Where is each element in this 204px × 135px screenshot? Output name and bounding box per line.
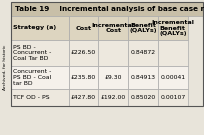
Bar — [98, 16, 128, 40]
Bar — [69, 89, 98, 106]
Bar — [98, 40, 128, 66]
Bar — [11, 16, 69, 40]
Text: Archived, for historic: Archived, for historic — [3, 44, 7, 90]
Text: TCF OD - PS: TCF OD - PS — [13, 95, 50, 100]
Bar — [69, 66, 98, 89]
Bar — [11, 89, 69, 106]
Text: 0.84913: 0.84913 — [130, 75, 156, 80]
Bar — [128, 40, 158, 66]
Text: £427.80: £427.80 — [71, 95, 96, 100]
Text: 0.00041: 0.00041 — [160, 75, 185, 80]
Bar — [11, 66, 69, 89]
Bar — [158, 40, 188, 66]
Text: 0.84872: 0.84872 — [130, 50, 156, 55]
Text: Incremental
Cost: Incremental Cost — [92, 23, 135, 33]
Text: £235.80: £235.80 — [71, 75, 96, 80]
Text: Table 19    Incremental analysis of base case results –: Table 19 Incremental analysis of base ca… — [15, 6, 204, 12]
Bar — [11, 2, 203, 16]
Text: Benefit
(QALYs): Benefit (QALYs) — [129, 23, 157, 33]
Text: £192.00: £192.00 — [101, 95, 126, 100]
Bar — [158, 66, 188, 89]
Text: £226.50: £226.50 — [71, 50, 96, 55]
Text: PS BD -
Concurrent -
Coal Tar BD: PS BD - Concurrent - Coal Tar BD — [13, 45, 51, 61]
Bar — [11, 2, 203, 106]
Bar — [69, 16, 98, 40]
Text: 0.00107: 0.00107 — [160, 95, 185, 100]
Bar — [11, 40, 69, 66]
Text: £9.30: £9.30 — [104, 75, 122, 80]
Bar — [69, 40, 98, 66]
Text: Strategy (a): Strategy (a) — [13, 26, 56, 31]
Bar — [128, 66, 158, 89]
Bar — [98, 89, 128, 106]
Bar — [128, 89, 158, 106]
Text: 0.85020: 0.85020 — [130, 95, 156, 100]
Bar — [0, 0, 10, 135]
Text: Incremental
Benefit
(QALYs): Incremental Benefit (QALYs) — [151, 20, 194, 36]
Text: Concurrent -
PS BD - Coal
tar BD: Concurrent - PS BD - Coal tar BD — [13, 69, 51, 86]
Bar — [98, 66, 128, 89]
Text: Cost: Cost — [75, 26, 92, 31]
Bar — [128, 16, 158, 40]
Bar — [158, 16, 188, 40]
Bar — [158, 89, 188, 106]
